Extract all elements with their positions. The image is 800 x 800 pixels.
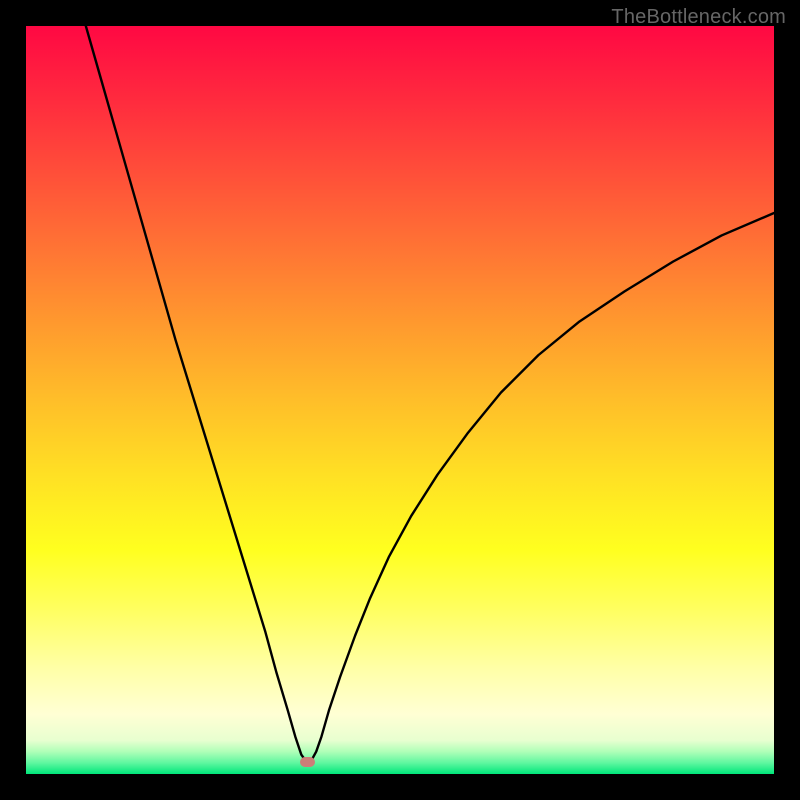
curve-right-branch [312,213,774,760]
plot-area [26,26,774,774]
curve-left-branch [86,26,305,760]
bottleneck-curve [26,26,774,774]
outer-frame: TheBottleneck.com [0,0,800,800]
watermark-text: TheBottleneck.com [611,6,786,29]
minimum-marker [300,757,315,767]
